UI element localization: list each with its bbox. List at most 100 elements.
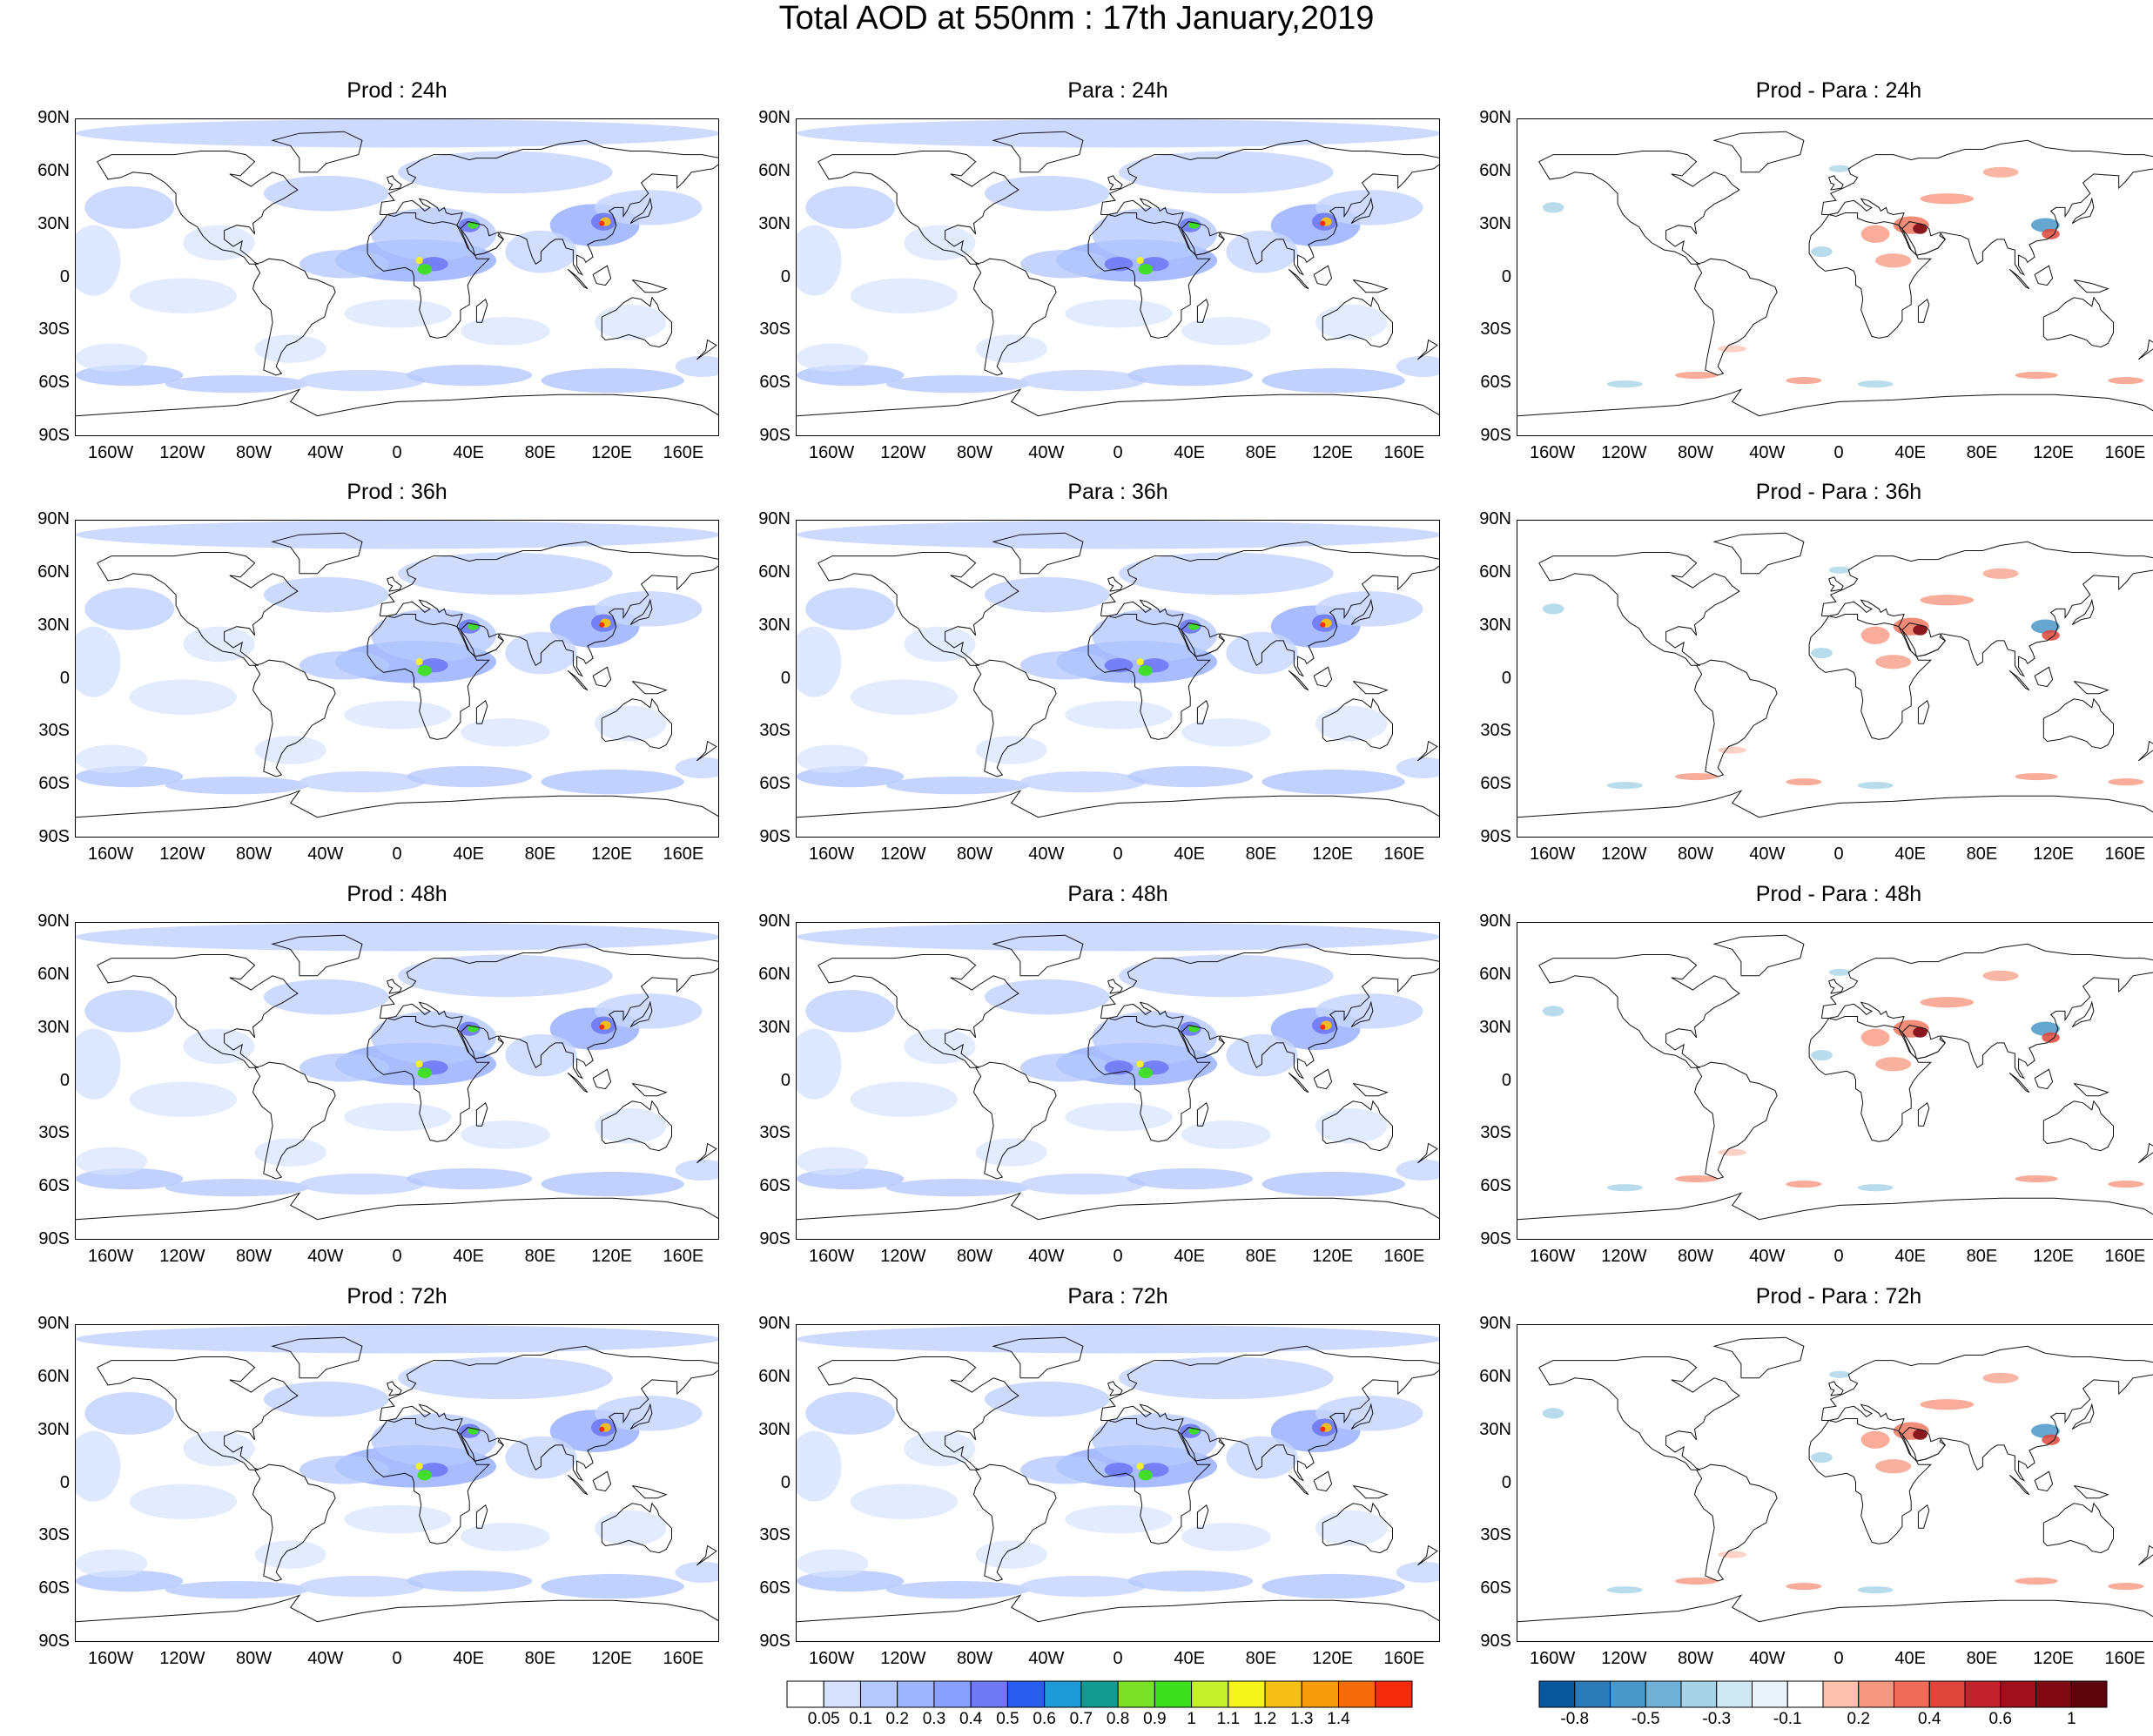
- aod-field-patch: [797, 119, 1439, 148]
- aod-field-patch: [850, 1484, 958, 1520]
- coastline: [97, 954, 299, 1068]
- lon-tick-label: 80E: [1245, 1649, 1277, 1668]
- coastline: [696, 1544, 717, 1566]
- coastline: [475, 699, 488, 724]
- lat-tick-label: 30S: [38, 1123, 70, 1143]
- coastline: [2073, 1083, 2109, 1097]
- map-panel: Prod : 24h 90N 60N 30N 0 30S 60S 90S 160W 120W 80W…: [17, 70, 731, 462]
- coastline: [76, 388, 718, 417]
- diff-field-patch: [1674, 772, 1719, 781]
- coastline: [2071, 1000, 2095, 1028]
- aod-field-patch: [165, 375, 309, 394]
- colorbar-swatch: [859, 1680, 898, 1708]
- aod-field-patch: [984, 576, 1110, 613]
- coastline: [1196, 1101, 1209, 1127]
- aod-field-patch: [76, 521, 718, 549]
- coastline: [2071, 197, 2095, 225]
- lon-tick-label: 80E: [1245, 1247, 1277, 1266]
- lon-tick-label: 160W: [1529, 1649, 1576, 1668]
- map-frame: [796, 118, 1440, 436]
- lon-tick-label: 160W: [87, 844, 134, 864]
- aod-field-patch: [1127, 765, 1254, 788]
- aod-field-patch: [975, 1138, 1047, 1167]
- coastline: [1901, 622, 1946, 657]
- map-panel: Para : 48h 90N 60N 30N 0 30S 60S 90S 160W 120W 80W…: [738, 873, 1452, 1266]
- aod-field-patch: [1181, 1523, 1271, 1551]
- coastline: [631, 279, 668, 293]
- aod-field-patch: [1181, 317, 1271, 346]
- diff-field-patch: [1875, 253, 1912, 268]
- aod-field-patch: [1396, 355, 1439, 378]
- map-frame: [796, 922, 1440, 1240]
- lon-tick-label: 40E: [1174, 443, 1206, 462]
- lon-tick-label: 80E: [1966, 1247, 1998, 1266]
- coastline: [592, 666, 612, 688]
- lon-tick-label: 40W: [1028, 844, 1065, 864]
- coastline: [2034, 265, 2054, 286]
- lat-tick-label: 30S: [759, 1525, 791, 1545]
- aod-field-patch: [344, 700, 452, 730]
- colorbar-label: 0.8: [1106, 1710, 1130, 1728]
- coastline: [1538, 1356, 1740, 1470]
- map-frame: [75, 118, 719, 436]
- coastline: [460, 221, 504, 256]
- colorbar-label: -0.3: [1702, 1710, 1732, 1728]
- coastline: [1107, 175, 1123, 191]
- lon-tick-label: 80E: [1245, 844, 1277, 864]
- aod-field-patch: [1262, 769, 1405, 795]
- aod-field-patch: [1396, 1159, 1439, 1181]
- aod-field-patch: [675, 757, 718, 779]
- map-panel: Para : 24h 90N 60N 30N 0 30S 60S 90S 160W 120W 80W…: [738, 70, 1452, 462]
- map-canvas: [797, 119, 1439, 417]
- aod-field-patch: [183, 1028, 255, 1065]
- aod-field-patch: [1315, 591, 1423, 627]
- aod-field-patch: [595, 993, 703, 1029]
- coastline: [817, 552, 1019, 666]
- aod-field-patch: [1320, 622, 1326, 628]
- panel-title: Prod - Para : 48h: [1755, 882, 1922, 906]
- diff-field-patch: [1542, 1006, 1564, 1017]
- aod-field-patch: [299, 1173, 425, 1195]
- lon-tick-label: 160W: [87, 1649, 134, 1668]
- diff-field-patch: [1982, 568, 2019, 579]
- lat-tick-label: 0: [1501, 266, 1511, 286]
- lat-tick-label: 60N: [37, 160, 70, 180]
- aod-field-patch: [805, 186, 896, 229]
- coastline: [2042, 1502, 2114, 1554]
- panel-title: Para : 72h: [1067, 1284, 1168, 1309]
- lat-tick-label: 30S: [38, 1525, 70, 1545]
- coastline: [1352, 1485, 1389, 1499]
- coastline: [1828, 1381, 1844, 1396]
- aod-field-patch: [84, 990, 175, 1033]
- coastline: [817, 151, 1019, 265]
- lat-tick-label: 90S: [38, 1229, 70, 1248]
- diff-field-patch: [2042, 1032, 2060, 1043]
- coastline: [379, 541, 718, 677]
- aod-field-patch: [407, 1167, 533, 1190]
- diff-field-patch: [1913, 223, 1928, 234]
- aod-field-patch: [1320, 1024, 1326, 1030]
- aod-field-patch: [975, 334, 1047, 363]
- lon-tick-label: 80W: [235, 844, 272, 864]
- aod-field-patch: [1019, 651, 1110, 680]
- coastline: [1416, 1142, 1438, 1164]
- colorbar-swatch: [1044, 1680, 1082, 1708]
- coastline: [1350, 598, 1374, 626]
- coastline: [460, 1025, 504, 1060]
- colorbar-label: 1.3: [1290, 1710, 1314, 1728]
- coastline: [1288, 1073, 1309, 1093]
- coastline: [252, 1061, 336, 1180]
- coastline: [2137, 1142, 2153, 1164]
- aod-field-patch: [299, 1456, 389, 1484]
- coastline: [1808, 614, 1933, 740]
- coastline: [1196, 1504, 1209, 1529]
- diff-field-patch: [1860, 626, 1890, 644]
- lat-tick-label: 90N: [758, 1314, 791, 1333]
- lon-tick-label: 160W: [808, 844, 855, 864]
- aod-field-patch: [1119, 1356, 1334, 1400]
- colorbar-label: 1: [2066, 1710, 2076, 1728]
- lat-tick-label: 0: [59, 1472, 70, 1492]
- coastline: [1917, 699, 1930, 724]
- coastline: [992, 1336, 1084, 1379]
- aod-field-patch: [1065, 1504, 1173, 1534]
